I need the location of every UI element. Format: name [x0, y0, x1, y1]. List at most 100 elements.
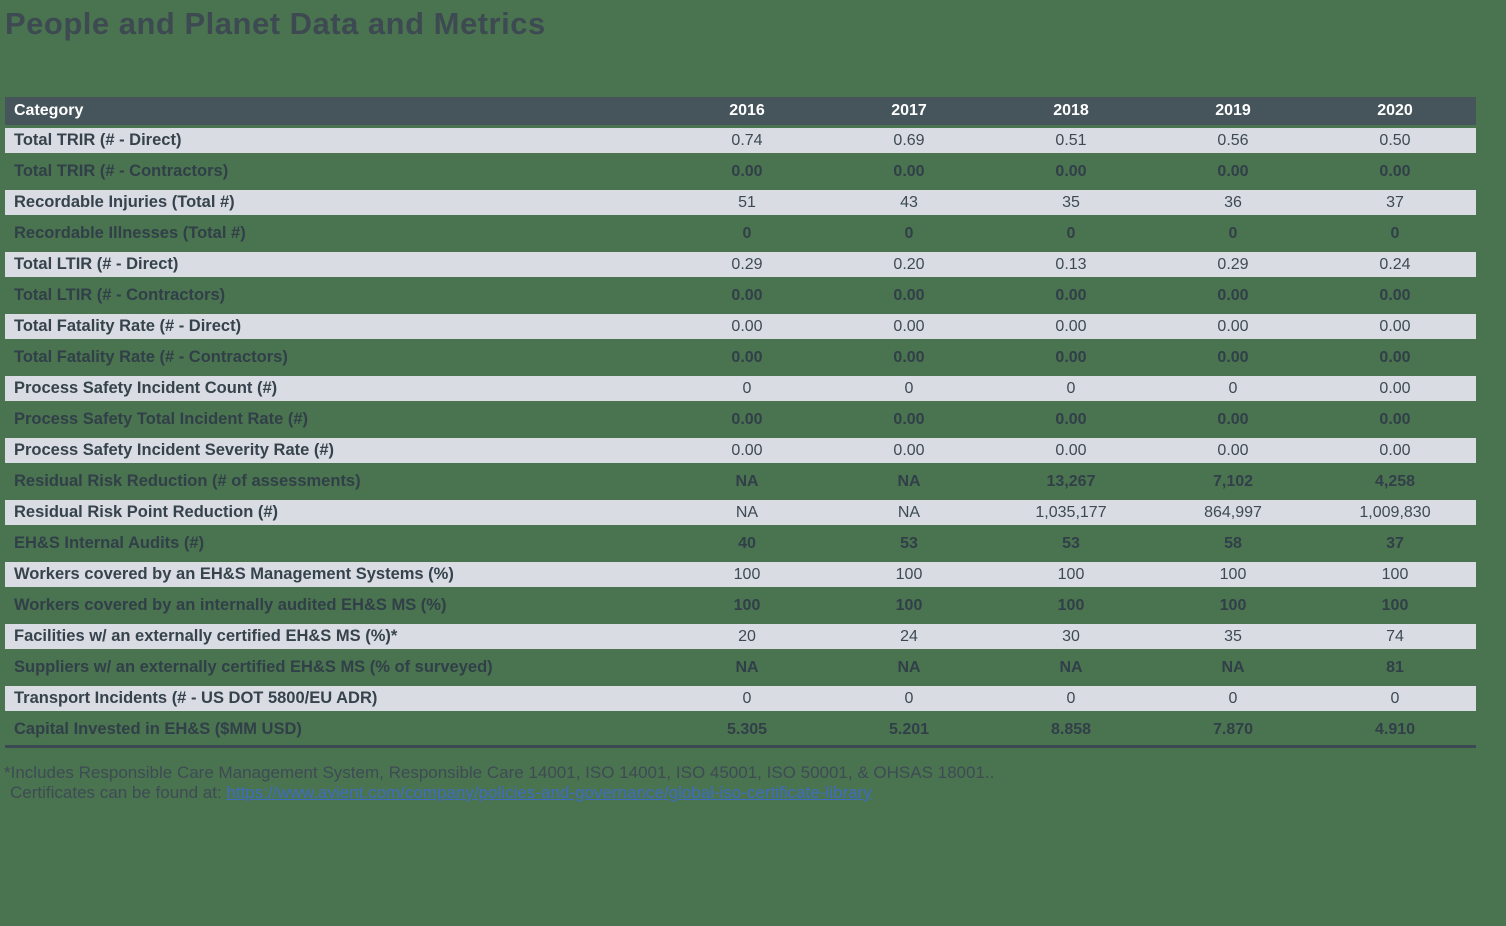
row-value-2020: 4,258 — [1374, 472, 1416, 490]
row-value-2019: 7.870 — [1212, 720, 1254, 738]
row-category-label: Residual Risk Reduction (# of assessment… — [14, 472, 361, 490]
metrics-table-wrap: Category 2016 2017 2018 2019 2020 Total … — [5, 97, 1476, 748]
table-row: Total TRIR (# - Direct) 0.74 0.69 0.51 0.56 0… — [5, 125, 1476, 156]
row-value-2019: 0 — [1152, 373, 1314, 404]
row-value-2020: 100 — [1314, 559, 1476, 590]
row-value-2018: 0.00 — [990, 435, 1152, 466]
row-value-2016: 5.305 — [726, 720, 768, 738]
row-category-label: Recordable Illnesses (Total #) — [14, 224, 246, 242]
row-category-label: Total TRIR (# - Contractors) — [14, 162, 229, 180]
column-header-2016: 2016 — [666, 97, 828, 125]
row-value-2019: 0.00 — [1217, 162, 1249, 180]
table-row: Workers covered by an internally audited… — [5, 590, 1476, 621]
row-value-2018: 0 — [1066, 224, 1076, 242]
table-row: Facilities w/ an externally certified EH… — [5, 621, 1476, 652]
row-value-2019: 100 — [1152, 559, 1314, 590]
row-category-label: Capital Invested in EH&S ($MM USD) — [14, 720, 302, 738]
row-value-2017: 0.00 — [893, 286, 925, 304]
row-value-2017: 0.00 — [828, 311, 990, 342]
table-row: Total Fatality Rate (# - Direct) 0.00 0.00… — [5, 311, 1476, 342]
table-row: Suppliers w/ an externally certified EH&… — [5, 652, 1476, 683]
row-category-label: Suppliers w/ an externally certified EH&… — [14, 658, 493, 676]
table-row: Process Safety Total Incident Rate (#) 0.… — [5, 404, 1476, 435]
row-value-2016: 0.00 — [731, 162, 763, 180]
row-value-2016: NA — [735, 658, 759, 676]
row-value-2020: 0 — [1314, 683, 1476, 714]
row-value-2016: 0.00 — [731, 286, 763, 304]
row-value-2016: NA — [735, 472, 759, 490]
row-value-2020: 81 — [1386, 658, 1404, 676]
footnote-line2: Certificates can be found at: https://ww… — [4, 783, 1506, 803]
row-value-2019: 7,102 — [1212, 472, 1254, 490]
row-value-2017: 0 — [904, 224, 914, 242]
row-value-2020: 74 — [1314, 621, 1476, 652]
table-row: Process Safety Incident Count (#) 0 0 0 0 0.0… — [5, 373, 1476, 404]
row-value-2016: 0.29 — [666, 249, 828, 280]
row-value-2017: 100 — [828, 559, 990, 590]
row-value-2016: 100 — [666, 559, 828, 590]
metrics-table: Category 2016 2017 2018 2019 2020 Total … — [5, 97, 1476, 745]
row-value-2017: 0.69 — [828, 125, 990, 156]
row-category-label: Total LTIR (# - Direct) — [5, 249, 666, 280]
page-title: People and Planet Data and Metrics — [5, 6, 546, 41]
row-category-label: Total Fatality Rate (# - Contractors) — [14, 348, 288, 366]
row-category-label: Facilities w/ an externally certified EH… — [5, 621, 666, 652]
row-value-2017: 0.00 — [893, 348, 925, 366]
row-value-2016: 0.00 — [731, 410, 763, 428]
table-row: Residual Risk Point Reduction (#) NA NA 1,0… — [5, 497, 1476, 528]
row-value-2017: 100 — [895, 596, 923, 614]
footnote: *Includes Responsible Care Management Sy… — [4, 763, 1506, 803]
column-header-2019: 2019 — [1152, 97, 1314, 125]
row-value-2020: 0.00 — [1379, 286, 1411, 304]
row-value-2019: NA — [1221, 658, 1245, 676]
table-row: Recordable Illnesses (Total #) 0 0 0 0 0 — [5, 218, 1476, 249]
certificate-library-link[interactable]: https://www.avient.com/company/policies-… — [226, 783, 872, 802]
row-value-2017: 0.00 — [893, 410, 925, 428]
row-value-2017: NA — [897, 658, 921, 676]
row-value-2018: 0 — [990, 373, 1152, 404]
column-header-category: Category — [5, 97, 666, 125]
row-value-2019: 0.56 — [1152, 125, 1314, 156]
row-value-2018: NA — [1059, 658, 1083, 676]
row-category-label: Total Fatality Rate (# - Direct) — [5, 311, 666, 342]
table-row: EH&S Internal Audits (#) 40 53 53 58 37 — [5, 528, 1476, 559]
row-category-label: Process Safety Total Incident Rate (#) — [14, 410, 309, 428]
row-value-2016: 0.00 — [731, 348, 763, 366]
row-value-2016: NA — [666, 497, 828, 528]
row-value-2018: 53 — [1062, 534, 1080, 552]
column-header-2020: 2020 — [1314, 97, 1476, 125]
row-value-2020: 1,009,830 — [1314, 497, 1476, 528]
row-value-2020: 4.910 — [1374, 720, 1416, 738]
row-value-2016: 20 — [666, 621, 828, 652]
table-row: Capital Invested in EH&S ($MM USD) 5.305 5… — [5, 714, 1476, 745]
table-row: Total LTIR (# - Direct) 0.29 0.20 0.13 0.29 0… — [5, 249, 1476, 280]
table-row: Process Safety Incident Severity Rate (#… — [5, 435, 1476, 466]
row-value-2017: 53 — [900, 534, 918, 552]
row-value-2016: 0.00 — [666, 311, 828, 342]
row-value-2019: 0.00 — [1217, 348, 1249, 366]
row-value-2017: 0.20 — [828, 249, 990, 280]
row-value-2018: 100 — [1057, 596, 1085, 614]
row-value-2017: 5.201 — [888, 720, 930, 738]
row-value-2020: 0.00 — [1314, 373, 1476, 404]
row-category-label: Transport Incidents (# - US DOT 5800/EU … — [5, 683, 666, 714]
table-row: Workers covered by an EH&S Management Sy… — [5, 559, 1476, 590]
row-category-label: Recordable Injuries (Total #) — [5, 187, 666, 218]
row-value-2019: 0 — [1228, 224, 1238, 242]
row-category-label: Workers covered by an internally audited… — [14, 596, 447, 614]
row-value-2017: NA — [828, 497, 990, 528]
column-header-2017: 2017 — [828, 97, 990, 125]
row-value-2020: 0 — [1390, 224, 1400, 242]
table-row: Total LTIR (# - Contractors) 0.00 0.00 0.00… — [5, 280, 1476, 311]
row-value-2016: 40 — [738, 534, 756, 552]
row-value-2016: 51 — [666, 187, 828, 218]
footnote-line1: *Includes Responsible Care Management Sy… — [4, 763, 995, 782]
row-value-2018: 0.00 — [1055, 286, 1087, 304]
row-value-2016: 0 — [742, 224, 752, 242]
row-value-2020: 0.50 — [1314, 125, 1476, 156]
row-value-2017: 43 — [828, 187, 990, 218]
row-value-2018: 30 — [990, 621, 1152, 652]
row-value-2020: 37 — [1314, 187, 1476, 218]
row-value-2017: 0 — [828, 683, 990, 714]
row-value-2020: 0.00 — [1379, 410, 1411, 428]
